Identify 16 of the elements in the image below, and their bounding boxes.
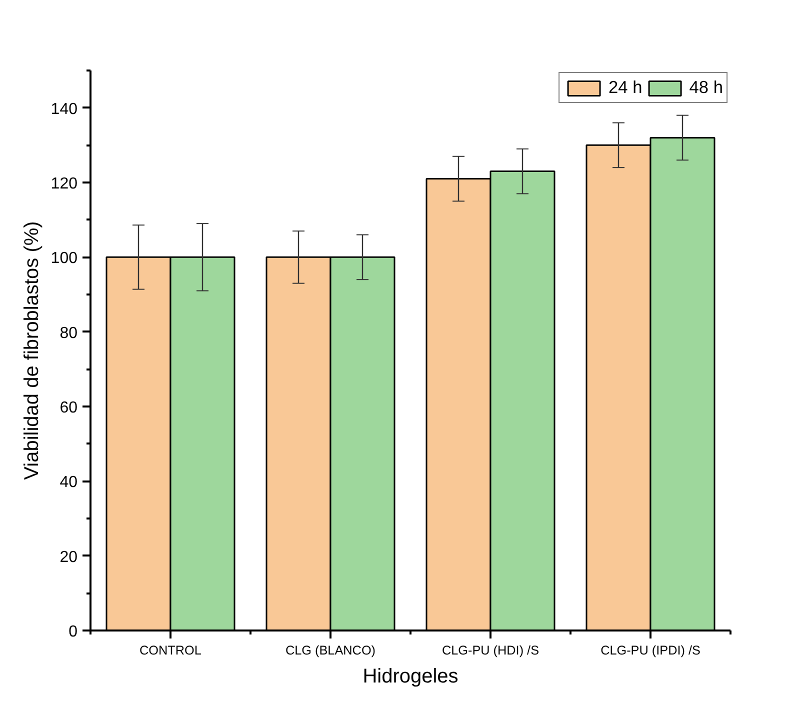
y-axis-title: Viabilidad de fibroblastos (%) (20, 221, 43, 480)
y-tick-label: 120 (50, 176, 78, 192)
y-tick-label: 20 (60, 548, 78, 566)
x-axis-title: Hidrogeles (362, 666, 458, 688)
y-tick-label: 40 (60, 474, 78, 492)
x-tick-label: CONTROL (140, 644, 202, 658)
y-tick-label: 80 (60, 324, 78, 342)
y-tick-label: 100 (50, 250, 78, 268)
legend-label: 24 h (608, 77, 642, 98)
x-tick-label: CLG (BLANCO) (285, 644, 376, 658)
legend-label: 48 h (689, 77, 723, 98)
y-tick-label: 140 (50, 100, 78, 118)
x-tick-label: CLG-PU (IPDI) /S (600, 644, 700, 658)
y-tick-label: 60 (60, 400, 78, 416)
y-tick-label: 0 (68, 624, 78, 640)
x-tick-label: CLG-PU (HDI) /S (442, 644, 540, 658)
